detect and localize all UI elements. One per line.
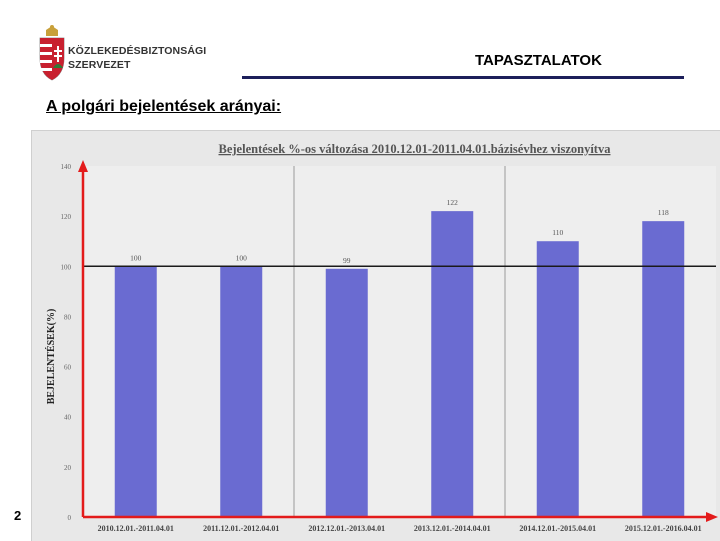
bar bbox=[536, 241, 579, 517]
bar bbox=[220, 266, 263, 517]
y-tick-label: 40 bbox=[64, 414, 72, 422]
y-tick-label: 20 bbox=[64, 464, 72, 472]
coat-of-arms-icon bbox=[39, 25, 65, 81]
organization-name: KÖZLEKEDÉSBIZTONSÁGI SZERVEZET bbox=[68, 44, 206, 72]
page-number: 2 bbox=[14, 508, 22, 523]
x-axis-arrow-icon bbox=[706, 512, 718, 522]
bar bbox=[642, 221, 685, 517]
header-divider bbox=[242, 76, 684, 79]
y-tick-label: 60 bbox=[64, 364, 72, 372]
bar bbox=[431, 211, 474, 517]
x-tick-label: 2014.12.01.-2015.04.01 bbox=[519, 524, 596, 533]
bar-chart: Bejelentések %-os változása 2010.12.01-2… bbox=[45, 142, 718, 533]
x-tick-label: 2015.12.01.-2016.04.01 bbox=[625, 524, 702, 533]
y-axis-label: BEJELENTÉSEK(%) bbox=[45, 309, 57, 405]
y-tick-label: 120 bbox=[61, 213, 72, 221]
slide-subtitle: A polgári bejelentések arányai: bbox=[46, 98, 282, 115]
y-tick-label: 0 bbox=[68, 514, 72, 522]
x-tick-label: 2010.12.01.-2011.04.01 bbox=[98, 524, 174, 533]
y-tick-label: 140 bbox=[61, 163, 72, 171]
data-label: 110 bbox=[552, 228, 563, 237]
y-tick-label: 80 bbox=[64, 313, 72, 321]
section-title: TAPASZTALATOK bbox=[475, 52, 602, 69]
bar bbox=[325, 268, 368, 517]
x-tick-label: 2013.12.01.-2014.04.01 bbox=[414, 524, 491, 533]
organization-logo bbox=[36, 24, 196, 82]
organization-name-line1: KÖZLEKEDÉSBIZTONSÁGI bbox=[68, 45, 207, 57]
x-tick-label: 2011.12.01.-2012.04.01 bbox=[203, 524, 279, 533]
chart-container: Bejelentések %-os változása 2010.12.01-2… bbox=[31, 130, 720, 541]
bar bbox=[114, 266, 157, 517]
chart-title: Bejelentések %-os változása 2010.12.01-2… bbox=[219, 142, 612, 156]
data-label: 99 bbox=[343, 256, 351, 265]
y-tick-label: 100 bbox=[61, 263, 72, 271]
data-label: 122 bbox=[447, 198, 459, 207]
y-axis-arrow-icon bbox=[78, 160, 88, 172]
plot-area bbox=[83, 166, 716, 517]
data-label: 100 bbox=[236, 253, 248, 262]
x-tick-label: 2012.12.01.-2013.04.01 bbox=[308, 524, 385, 533]
organization-name-line2: SZERVEZET bbox=[68, 59, 131, 71]
data-label: 118 bbox=[658, 208, 669, 217]
data-label: 100 bbox=[130, 253, 142, 262]
